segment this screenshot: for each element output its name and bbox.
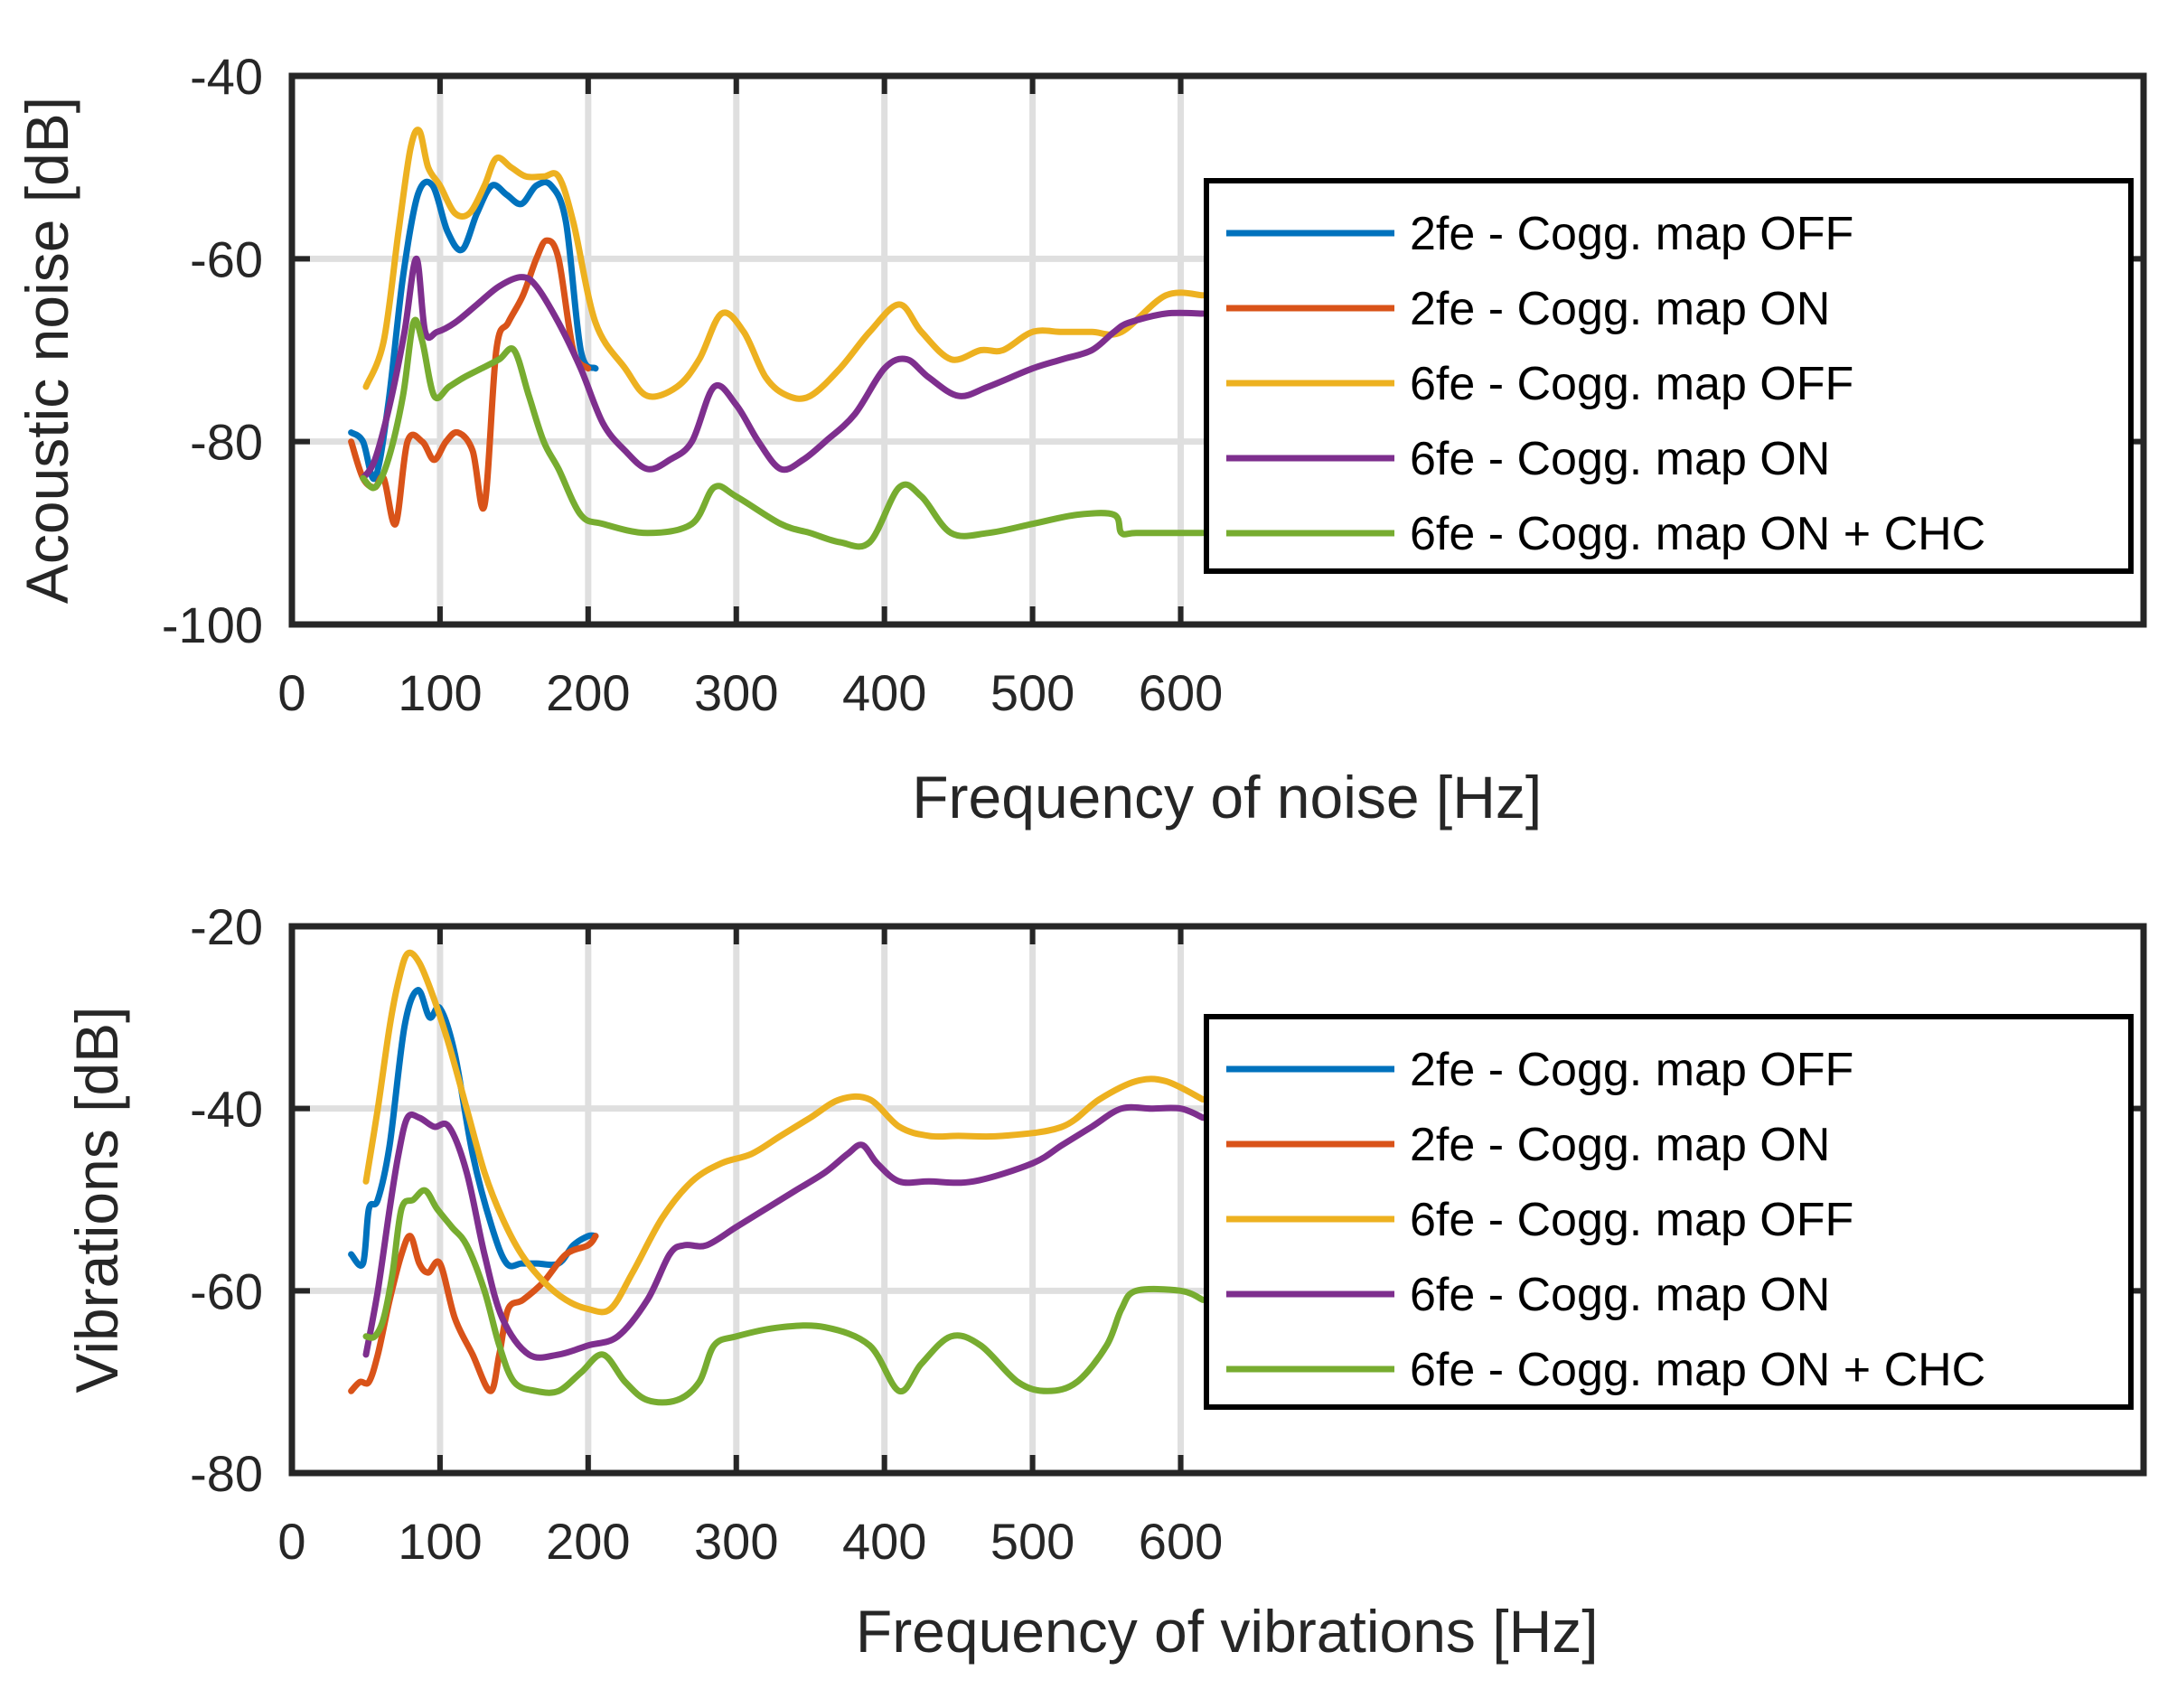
series-line-6fe-cogg-map-on	[360, 255, 1206, 482]
series-line-6fe-cogg-map-on-chc	[362, 1187, 1206, 1406]
legend-entry: 6fe - Cogg. map ON + CHC	[1410, 1344, 1985, 1396]
x-axis-label: Frequency of vibrations [Hz]	[856, 1598, 1599, 1665]
legend: 2fe - Cogg. map OFF 2fe - Cogg. map ON 6fe…	[1204, 178, 2134, 574]
series-line-2fe-cogg-map-on	[348, 237, 592, 528]
y-axis-label: Acoustic noise [dB]	[14, 97, 80, 604]
legend-entry: 6fe - Cogg. map OFF	[1410, 1194, 1853, 1246]
series-line-6fe-cogg-map-off	[362, 127, 1206, 402]
legend-entry: 2fe - Cogg. map OFF	[1410, 1044, 1853, 1096]
x-tick-label: 200	[546, 1513, 630, 1570]
y-tick-label: -40	[190, 1081, 263, 1138]
y-tick-label: -40	[190, 48, 263, 105]
x-tick-label: 300	[694, 1513, 778, 1570]
series-line-6fe-cogg-map-on-chc	[360, 316, 1206, 550]
x-tick-label: 200	[546, 664, 630, 721]
plot-frame	[288, 72, 2147, 628]
x-tick-label: 0	[277, 664, 305, 721]
noise-chart: 0 100 200 300 400 500 600 -100 -80 -60 -40 Frequenc…	[14, 48, 2147, 831]
x-tick-label: 300	[694, 664, 778, 721]
x-tick-label: 100	[398, 1513, 482, 1570]
legend-box	[1204, 178, 2134, 574]
x-tick-label: 100	[398, 664, 482, 721]
vibrations-chart: 0 100 200 300 400 500 600 -80 -60 -40 -20 Frequency…	[63, 898, 2147, 1665]
legend-box	[1204, 1014, 2134, 1410]
legend-entry: 6fe - Cogg. map ON + CHC	[1410, 508, 1985, 560]
y-tick-label: -20	[190, 898, 263, 955]
y-axis-label: Vibrations [dB]	[63, 1006, 130, 1393]
x-tick-label: 400	[842, 664, 926, 721]
legend: 2fe - Cogg. map OFF 2fe - Cogg. map ON 6fe…	[1204, 1014, 2134, 1410]
plot-frame	[288, 923, 2147, 1477]
x-tick-label: 500	[990, 664, 1074, 721]
y-tick-label: -60	[190, 230, 263, 287]
y-tick-label: -100	[162, 596, 263, 653]
x-tick-label: 600	[1139, 664, 1223, 721]
y-tick-label: -80	[190, 414, 263, 471]
y-tick-label: -80	[190, 1445, 263, 1502]
legend-entry: 2fe - Cogg. map ON	[1410, 1119, 1830, 1171]
legend-entry: 2fe - Cogg. map ON	[1410, 283, 1830, 335]
legend-entry: 2fe - Cogg. map OFF	[1410, 208, 1853, 260]
y-tick-label: -60	[190, 1262, 263, 1319]
legend-entry: 6fe - Cogg. map ON	[1410, 1269, 1830, 1321]
legend-entry: 6fe - Cogg. map ON	[1410, 433, 1830, 485]
legend-entry: 6fe - Cogg. map OFF	[1410, 358, 1853, 410]
x-tick-label: 600	[1139, 1513, 1223, 1570]
x-axis-label: Frequency of noise [Hz]	[912, 764, 1542, 831]
series-line-6fe-cogg-map-on	[362, 1103, 1206, 1361]
x-tick-label: 400	[842, 1513, 926, 1570]
x-tick-label: 500	[990, 1513, 1074, 1570]
x-tick-label: 0	[277, 1513, 305, 1570]
series-line-6fe-cogg-map-off	[362, 949, 1206, 1316]
